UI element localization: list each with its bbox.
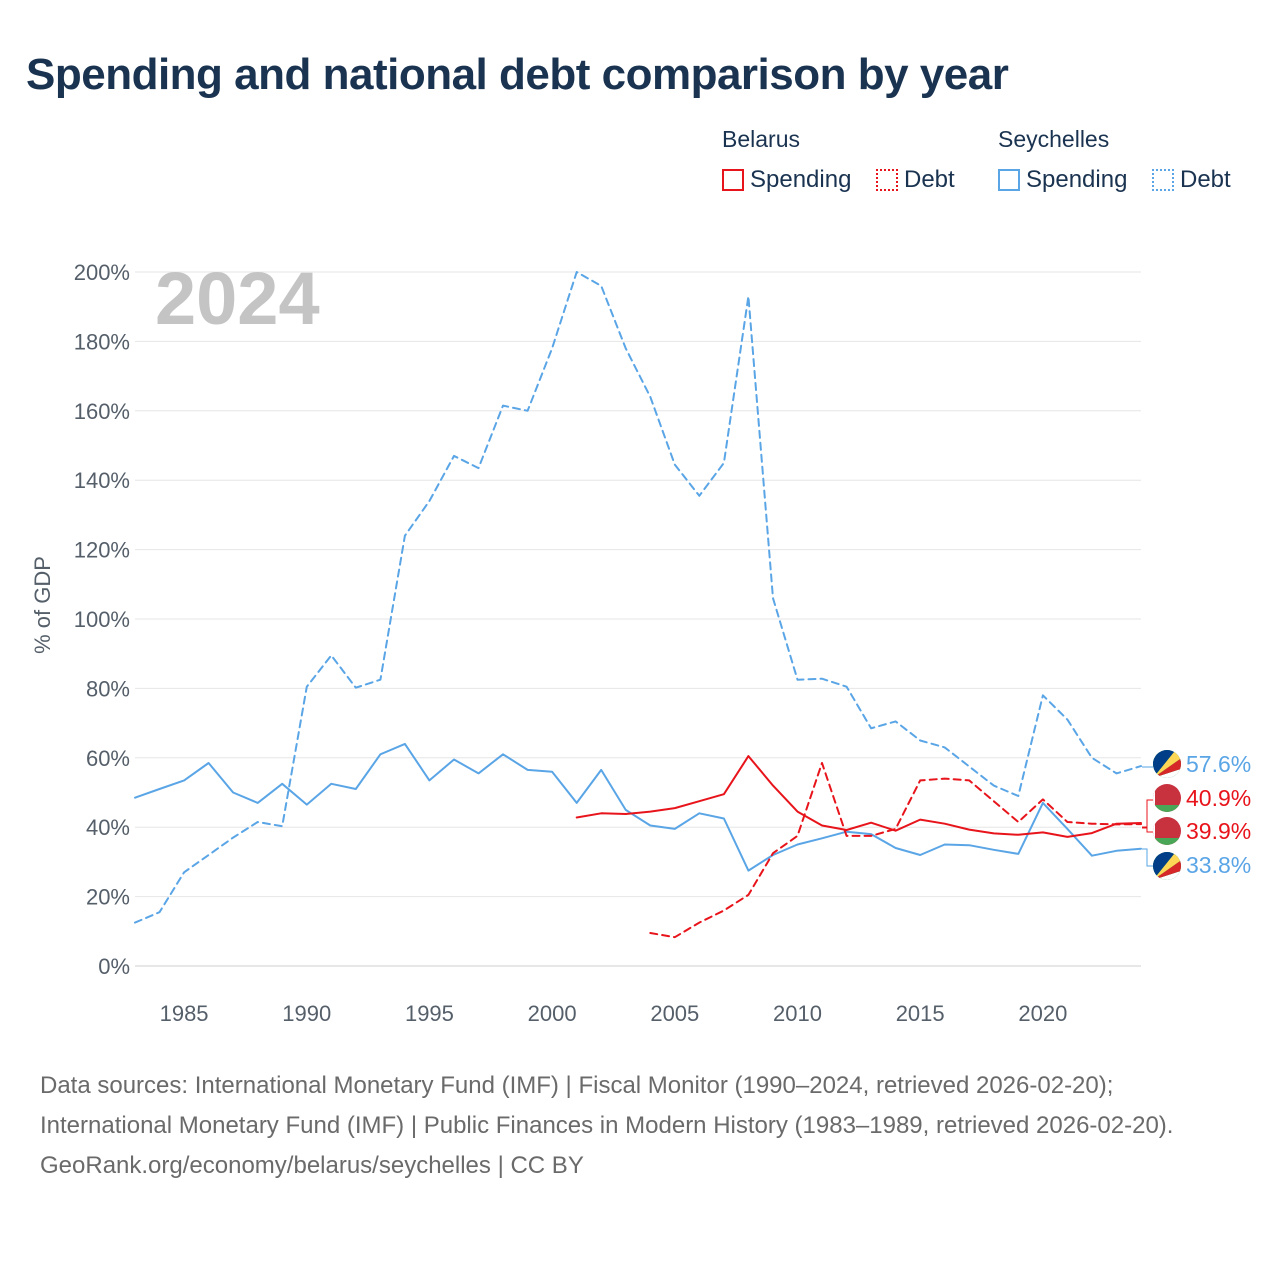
legend-swatch-belarus-spending [722, 169, 744, 191]
end-label-belarus-spending: 39.9% [1186, 818, 1251, 844]
legend-label-seychelles-debt: Debt [1180, 166, 1231, 193]
series-line-belarus-spending[interactable] [575, 755, 1142, 838]
legend-label-belarus-spending: Spending [750, 166, 852, 193]
x-tick-label: 1990 [282, 1001, 331, 1026]
y-tick-label: 80% [86, 676, 130, 701]
connector-belarus-debt [1142, 799, 1153, 829]
y-tick-label: 20% [86, 885, 130, 910]
legend-label-seychelles-spending: Spending [1026, 166, 1128, 193]
series-lines [134, 271, 1142, 939]
year-watermark: 2024 [155, 257, 320, 340]
y-tick-label: 180% [74, 329, 130, 354]
legend-swatch-seychelles-debt [1152, 169, 1174, 191]
y-tick-label: 0% [98, 954, 130, 979]
legend-swatch-belarus-debt [876, 169, 898, 191]
end-label-belarus-debt: 40.9% [1186, 785, 1251, 811]
y-tick-label: 120% [74, 538, 130, 563]
connector-belarus-spending [1142, 826, 1153, 833]
y-tick-label: 60% [86, 746, 130, 771]
y-tick-label: 40% [86, 815, 130, 840]
legend-swatch-seychelles-spending [998, 169, 1020, 191]
x-tick-label: 2020 [1018, 1001, 1067, 1026]
chart-area: 0% 20% 40% 60% 80% 100% 120% 140% 160% 180% 200% 19… [30, 257, 1251, 1026]
chart-title: Spending and national debt comparison by… [26, 50, 1009, 99]
seychelles-flag-icon [1153, 750, 1181, 778]
y-tick-label: 100% [74, 607, 130, 632]
y-tick-label: 140% [74, 468, 130, 493]
x-tick-label: 2015 [896, 1001, 945, 1026]
y-tick-label: 200% [74, 260, 130, 285]
footer: Data sources: International Monetary Fun… [40, 1066, 1240, 1186]
x-tick-label: 1985 [160, 1001, 209, 1026]
legend-country-belarus: Belarus [722, 126, 800, 152]
legend-label-belarus-debt: Debt [904, 166, 955, 193]
seychelles-flag-icon [1153, 852, 1181, 880]
legend-belarus-spending[interactable]: Spending [722, 166, 851, 194]
series-line-seychelles-spending[interactable] [134, 742, 1142, 872]
belarus-flag-icon [1153, 817, 1181, 845]
series-line-seychelles-debt[interactable] [134, 271, 1142, 924]
end-label-seychelles-spending: 33.8% [1186, 852, 1251, 878]
credit-link[interactable]: GeoRank.org/economy/belarus/seychelles |… [40, 1152, 584, 1179]
x-tick-label: 2005 [650, 1001, 699, 1026]
connector-seychelles-spending [1142, 848, 1153, 867]
x-tick-label: 2010 [773, 1001, 822, 1026]
gridlines: 0% 20% 40% 60% 80% 100% 120% 140% 160% 180% 200% 19… [74, 260, 1141, 1026]
y-axis-title: % of GDP [30, 556, 55, 654]
legend-seychelles-spending[interactable]: Spending [998, 166, 1127, 194]
end-label-seychelles-debt: 57.6% [1186, 751, 1251, 777]
legend-belarus-debt[interactable]: Debt [876, 166, 955, 194]
belarus-flag-icon [1153, 784, 1181, 812]
legend-country-seychelles: Seychelles [998, 126, 1110, 152]
legend-seychelles-debt[interactable]: Debt [1152, 166, 1231, 194]
series-line-belarus-debt[interactable] [649, 762, 1142, 939]
data-sources: Data sources: International Monetary Fun… [40, 1072, 1174, 1139]
y-tick-label: 160% [74, 399, 130, 424]
x-tick-label: 1995 [405, 1001, 454, 1026]
x-tick-label: 2000 [528, 1001, 577, 1026]
